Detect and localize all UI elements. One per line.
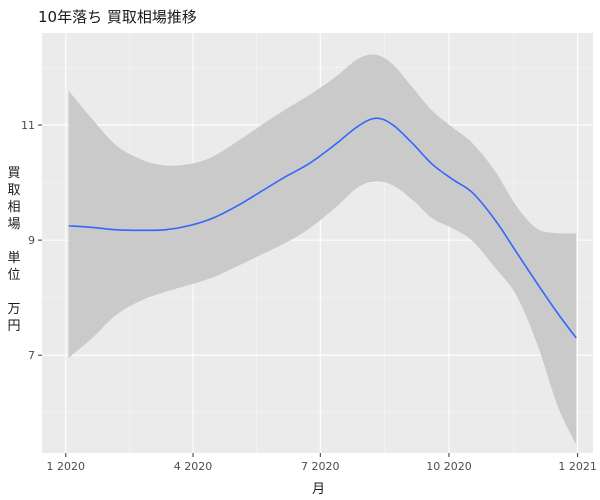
- y-axis-label-char: 単: [7, 251, 21, 266]
- x-tick-label: 10 2020: [426, 460, 472, 473]
- y-axis-label: 買取相場 単位 万円: [2, 165, 26, 335]
- x-tick-label: 1 2020: [47, 460, 86, 473]
- smooth-line: [68, 117, 577, 339]
- axes: 1 2020 4 2020 7 2020 10 2020 1 2021 7 9 11: [21, 119, 597, 473]
- y-axis-label-char: 取: [7, 183, 21, 198]
- x-axis-label: 月: [312, 482, 326, 497]
- y-axis-label-char: 位: [7, 268, 21, 283]
- y-axis-label-char: 相: [7, 200, 21, 215]
- y-axis-label-char: 万: [7, 302, 21, 317]
- x-tick-label: 1 2021: [558, 460, 597, 473]
- chart-title: 10年落ち 買取相場推移: [38, 8, 197, 26]
- y-tick-label: 7: [28, 349, 35, 362]
- y-axis-label-char: 場: [7, 217, 21, 232]
- y-tick-label: 9: [28, 234, 35, 247]
- x-tick-label: 4 2020: [174, 460, 213, 473]
- y-axis-label-char: 買: [7, 166, 21, 181]
- y-axis-label-char: 円: [7, 319, 21, 334]
- x-tick-label: 7 2020: [301, 460, 340, 473]
- y-tick-label: 11: [21, 119, 35, 132]
- confidence-band: [68, 54, 577, 445]
